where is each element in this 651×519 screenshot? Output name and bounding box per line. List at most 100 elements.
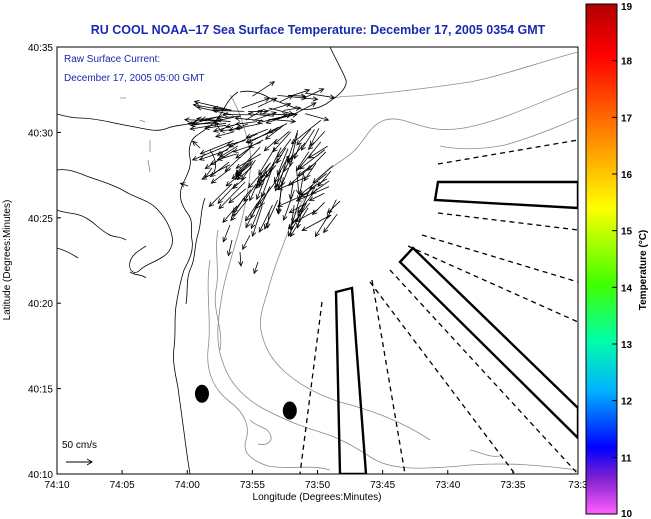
current-vector <box>217 182 238 204</box>
current-vector <box>215 116 235 123</box>
current-annotation-line1: Raw Surface Current: <box>64 54 160 65</box>
current-vector <box>276 147 287 164</box>
current-vector <box>248 139 264 148</box>
colorbar-label: Temperature (°C) <box>638 230 649 311</box>
current-vector <box>192 102 229 112</box>
colorbar-ticks: 19 18 17 16 15 14 13 12 11 10 <box>612 2 633 519</box>
current-vector <box>212 124 235 133</box>
colorbar <box>585 3 618 515</box>
current-vector <box>252 81 276 97</box>
current-vector <box>263 138 278 152</box>
y-tick-label: 40:20 <box>28 299 53 310</box>
current-vector <box>255 175 267 201</box>
station-markers <box>194 384 297 420</box>
current-vector <box>216 115 242 121</box>
x-tick-label: 73:40 <box>435 480 460 491</box>
plot-area <box>56 46 579 475</box>
x-tick-label: 74:10 <box>44 480 69 491</box>
radial-dashed-lines <box>299 139 578 474</box>
current-vector <box>196 116 231 122</box>
current-annotation-line2: December 17, 2005 05:00 GMT <box>64 73 205 84</box>
current-vector <box>225 172 243 187</box>
current-vector <box>232 177 246 190</box>
current-vector <box>210 168 231 184</box>
y-tick-label: 40:25 <box>28 214 53 225</box>
current-vector <box>230 199 249 222</box>
y-tick-label: 40:10 <box>28 470 53 481</box>
current-vector <box>280 154 295 187</box>
current-vector <box>183 117 220 123</box>
current-vector <box>238 251 244 267</box>
colorbar-tick-label: 15 <box>621 227 633 238</box>
current-vector <box>308 192 325 201</box>
station-marker <box>282 401 297 420</box>
x-tick-label: 73:45 <box>370 480 395 491</box>
scale-label: 50 cm/s <box>62 440 97 451</box>
current-vector <box>260 186 271 207</box>
current-vector <box>191 145 228 161</box>
current-vector <box>263 102 292 113</box>
current-vector <box>268 118 297 124</box>
current-vector <box>204 167 213 179</box>
y-axis-label: Latitude (Degrees:Minutes) <box>2 200 13 321</box>
current-vector <box>307 145 328 159</box>
current-vector <box>291 102 317 116</box>
current-vector <box>179 182 189 188</box>
y-tick-label: 40:35 <box>28 43 53 54</box>
radial-boxes <box>334 180 578 474</box>
current-vector <box>317 170 332 188</box>
current-vector <box>275 112 298 120</box>
x-tick-label: 73:35 <box>500 480 525 491</box>
current-vector <box>274 169 281 192</box>
current-vector <box>234 121 258 127</box>
current-vector <box>275 177 284 214</box>
current-vector <box>295 171 301 196</box>
current-vector <box>219 145 239 158</box>
current-vector <box>257 97 278 108</box>
current-vector <box>264 200 278 230</box>
current-vector <box>287 203 307 237</box>
colorbar-tick-label: 13 <box>621 340 633 351</box>
current-vector <box>242 234 251 251</box>
current-vector <box>323 213 338 234</box>
current-vector <box>301 214 331 232</box>
current-vector <box>204 150 235 169</box>
current-vector <box>247 162 271 189</box>
current-vector <box>222 112 249 118</box>
colorbar-tick-label: 10 <box>621 509 633 519</box>
current-vector <box>222 224 231 243</box>
current-vector <box>245 128 268 139</box>
x-tick-label: 74:00 <box>175 480 200 491</box>
current-vector <box>289 207 309 238</box>
current-vector <box>295 151 310 172</box>
current-vector <box>250 205 262 230</box>
y-tick-label: 40:30 <box>28 128 53 139</box>
current-vector <box>292 88 311 96</box>
current-vector <box>244 192 266 222</box>
current-vector <box>258 204 273 233</box>
colorbar-tick-label: 11 <box>621 453 632 464</box>
colorbar-tick-label: 18 <box>621 57 633 68</box>
current-vector <box>234 115 264 122</box>
current-vector <box>305 92 336 100</box>
current-vector <box>311 202 325 216</box>
current-vector <box>303 162 317 182</box>
x-axis-ticks: 74:10 74:05 74:00 73:55 73:50 73:45 73:40 73:35… <box>44 470 588 491</box>
current-vector <box>215 131 234 138</box>
current-vector <box>189 122 227 131</box>
colorbar-tick-label: 17 <box>621 113 633 124</box>
scale-arrow <box>66 458 93 466</box>
current-vector <box>277 94 307 101</box>
current-vector <box>252 111 277 121</box>
current-vector <box>276 192 309 208</box>
current-vector <box>266 147 282 179</box>
x-tick-label: 73:50 <box>305 480 330 491</box>
colorbar-tick-label: 14 <box>621 283 633 294</box>
current-vector <box>241 97 271 109</box>
current-vector <box>305 96 319 102</box>
station-marker <box>194 384 209 403</box>
x-tick-label: 73:3 <box>568 480 588 491</box>
current-vector <box>214 120 221 131</box>
current-vector <box>307 131 326 151</box>
